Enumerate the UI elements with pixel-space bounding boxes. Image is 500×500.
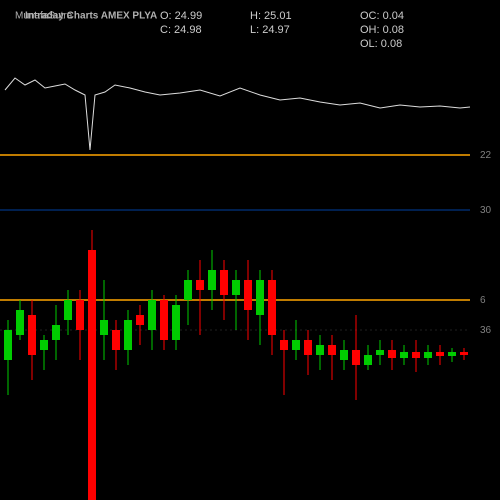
candle-body: [184, 280, 192, 300]
candle-body: [16, 310, 24, 335]
candle-body: [316, 345, 324, 355]
candle-body: [76, 300, 84, 330]
grid-label: 36: [480, 325, 492, 336]
candle-body: [448, 352, 456, 356]
candle-body: [220, 270, 228, 295]
candle-body: [292, 340, 300, 350]
candle-body: [304, 340, 312, 355]
candle-body: [172, 305, 180, 340]
candle-body: [460, 352, 468, 355]
candle-body: [340, 350, 348, 360]
candle-body: [424, 352, 432, 358]
label-open: O: 24.99: [160, 10, 202, 22]
candle-body: [40, 340, 48, 350]
candle-body: [52, 325, 60, 340]
chart-svg: MunafaSutraIntraday Charts AMEX PLYAO: 2…: [0, 0, 500, 500]
chart-container: MunafaSutraIntraday Charts AMEX PLYAO: 2…: [0, 0, 500, 500]
title-text-2: Intraday Charts AMEX PLYA: [25, 10, 157, 21]
grid-label: 30: [480, 205, 492, 216]
candle-body: [148, 300, 156, 330]
candle-body: [436, 352, 444, 356]
chart-background: [0, 0, 500, 500]
candle-body: [412, 352, 420, 358]
label-ol: OL: 0.08: [360, 38, 402, 50]
candle-body: [364, 355, 372, 365]
label-high: H: 25.01: [250, 10, 292, 22]
label-oh: OH: 0.08: [360, 24, 404, 36]
candle-body: [100, 320, 108, 335]
grid-label: 6: [480, 295, 486, 306]
candle-body: [244, 280, 252, 310]
upper-ref-label: 22: [480, 150, 492, 161]
candle-body: [28, 315, 36, 355]
label-low: L: 24.97: [250, 24, 290, 36]
candle-body: [196, 280, 204, 290]
label-close: C: 24.98: [160, 24, 202, 36]
candle-body: [376, 350, 384, 355]
candle-body: [160, 300, 168, 340]
candle-body: [256, 280, 264, 315]
candle-body: [328, 345, 336, 355]
candle-body: [88, 250, 96, 500]
candle-body: [352, 350, 360, 365]
candle-body: [124, 320, 132, 350]
candle-body: [268, 280, 276, 335]
candle-body: [4, 330, 12, 360]
candle-body: [136, 315, 144, 325]
candle-body: [208, 270, 216, 290]
label-oc: OC: 0.04: [360, 10, 404, 22]
candle-body: [388, 350, 396, 358]
candle-body: [280, 340, 288, 350]
candle-body: [112, 330, 120, 350]
candle-body: [64, 300, 72, 320]
candle-body: [232, 280, 240, 295]
candle-body: [400, 352, 408, 358]
